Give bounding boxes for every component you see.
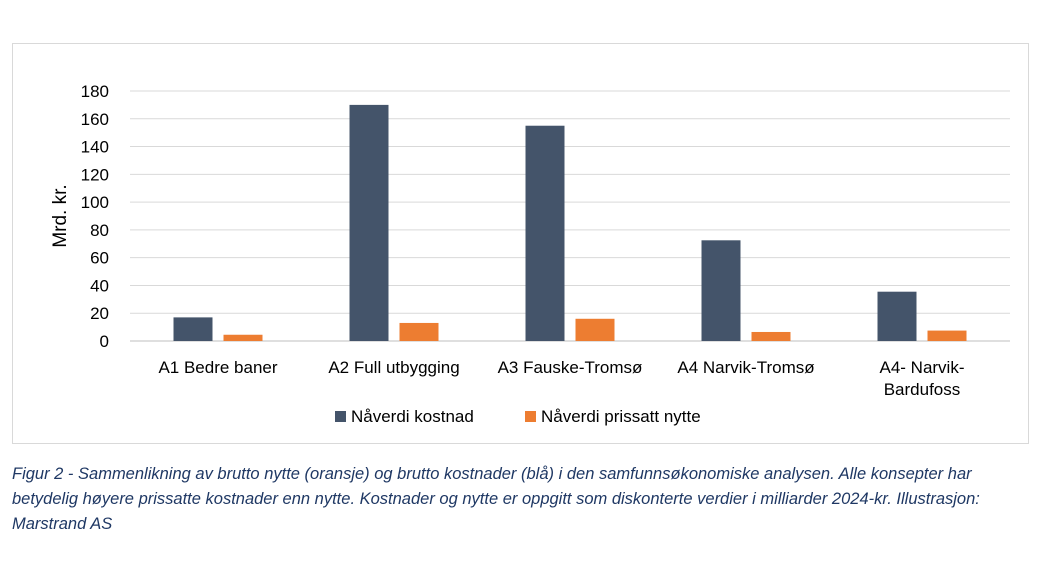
bar [525, 125, 565, 341]
x-tick-label: A4 Narvik-Tromsø [677, 358, 814, 377]
bar [173, 317, 213, 341]
legend-swatch [525, 411, 536, 422]
x-tick-label: A2 Full utbygging [328, 358, 459, 377]
y-tick-label: 40 [90, 276, 109, 295]
bar [399, 322, 439, 341]
bar [701, 240, 741, 341]
y-tick-label: 20 [90, 304, 109, 323]
y-tick-label: 120 [81, 165, 109, 184]
legend-label: Nåverdi kostnad [351, 407, 474, 426]
bar [349, 104, 389, 341]
x-tick-label: Bardufoss [884, 380, 961, 399]
bar [751, 331, 791, 341]
y-tick-label: 80 [90, 221, 109, 240]
y-tick-label: 60 [90, 249, 109, 268]
y-axis-label: Mrd. kr. [50, 184, 71, 247]
figure-caption: Figur 2 - Sammenlikning av brutto nytte … [12, 465, 980, 533]
legend-label: Nåverdi prissatt nytte [541, 407, 701, 426]
y-tick-label: 140 [81, 138, 109, 157]
legend-swatch [335, 411, 346, 422]
y-tick-label: 100 [81, 193, 109, 212]
bar [877, 291, 917, 341]
y-tick-label: 160 [81, 110, 109, 129]
chart-frame: 0 20 40 60 80 100 120 140 160 180 Mrd. kr. A1 Bedre… [12, 43, 1029, 444]
y-tick-label: 180 [81, 82, 109, 101]
bar-chart: 0 20 40 60 80 100 120 140 160 180 Mrd. kr. A1 Bedre… [50, 82, 1010, 426]
y-tick-label: 0 [100, 332, 109, 351]
bar [223, 334, 263, 341]
x-tick-label: A4- Narvik- [879, 358, 964, 377]
x-tick-label: A3 Fauske-Tromsø [498, 358, 643, 377]
x-tick-label: A1 Bedre baner [158, 358, 277, 377]
bar [927, 330, 967, 341]
bar [575, 318, 615, 341]
